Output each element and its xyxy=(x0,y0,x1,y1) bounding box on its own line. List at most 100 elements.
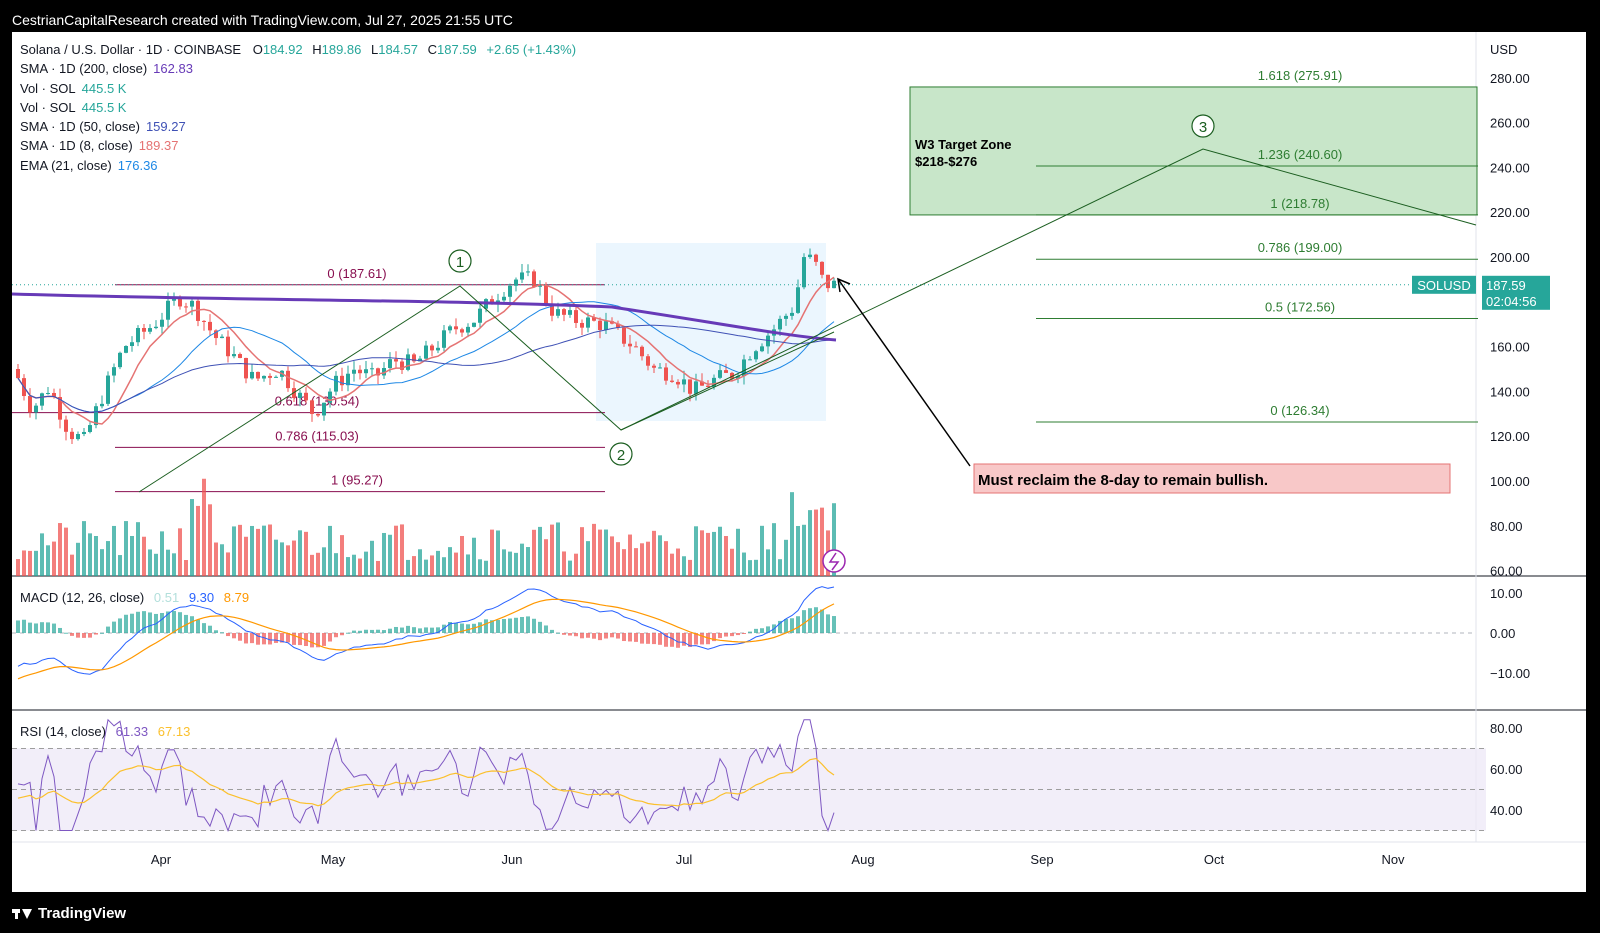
volume-profile-box xyxy=(596,243,826,421)
macd-bar xyxy=(826,614,830,633)
chart-area[interactable]: USD 280.00 260.00 240.00 220.00 200.00 160.00 1… xyxy=(12,32,1586,892)
wave3-marker-label: 3 xyxy=(1199,119,1207,136)
candle-body xyxy=(592,317,596,321)
rsi-tick-label: 60.00 xyxy=(1490,762,1523,777)
time-axis-label: Sep xyxy=(1030,852,1053,867)
volume-bar xyxy=(796,525,800,576)
candle-body xyxy=(322,402,326,416)
macd-bar xyxy=(448,622,452,633)
macd-bar xyxy=(148,612,152,633)
alert-arrow-head xyxy=(837,277,851,293)
candle-body xyxy=(580,322,584,328)
macd-bar xyxy=(64,632,68,634)
macd-bar xyxy=(736,633,740,636)
close-label: C187.59 xyxy=(427,42,477,57)
price-tick-label: 260.00 xyxy=(1490,116,1530,131)
macd-bar xyxy=(604,633,608,639)
macd-bar xyxy=(670,633,674,647)
macd-bar xyxy=(526,616,530,633)
tradingview-logo[interactable]: TradingView xyxy=(12,905,126,922)
candle-body xyxy=(346,373,350,386)
candle-body xyxy=(556,309,560,316)
candle-body xyxy=(286,370,290,389)
volume-bar xyxy=(400,524,404,576)
volume-bar xyxy=(58,523,62,576)
macd-tick-label: 10.00 xyxy=(1490,586,1523,601)
volume-bar xyxy=(502,549,506,576)
volume-bar xyxy=(406,559,410,576)
indicator-row[interactable]: Vol · SOL 445.5 K xyxy=(20,98,576,117)
candle-body xyxy=(364,369,368,374)
macd-bar xyxy=(466,624,470,633)
volume-bar xyxy=(172,553,176,576)
candle-body xyxy=(46,392,50,394)
volume-bar xyxy=(556,522,560,576)
wave1-marker: 1 xyxy=(448,249,472,273)
volume-bar xyxy=(706,532,710,576)
macd-bar xyxy=(166,611,170,633)
macd-bar xyxy=(202,623,206,633)
last-price-text: 187.59 xyxy=(1486,278,1526,293)
volume-bar xyxy=(532,529,536,576)
candle-body xyxy=(688,379,692,394)
volume-bar xyxy=(730,548,734,576)
indicator-row[interactable]: SMA · 1D (50, close) 159.27 xyxy=(20,117,576,136)
macd-bar xyxy=(778,620,782,633)
volume-bar xyxy=(604,529,608,576)
candle-body xyxy=(340,375,344,386)
indicator-row[interactable]: SMA · 1D (200, close) 162.83 xyxy=(20,59,576,78)
macd-bar xyxy=(640,633,644,644)
candle-body xyxy=(298,392,302,398)
indicator-row[interactable]: SMA · 1D (8, close) 189.37 xyxy=(20,136,576,155)
wave2-marker: 2 xyxy=(609,442,633,466)
candle-body xyxy=(466,326,470,333)
time-axis-label: Nov xyxy=(1381,852,1405,867)
macd-title[interactable]: MACD (12, 26, close) xyxy=(20,590,145,605)
macd-bar xyxy=(106,626,110,633)
volume-bar xyxy=(574,553,578,576)
candle-body xyxy=(178,298,182,307)
chart-svg[interactable]: USD280.00260.00240.00220.00200.00160.001… xyxy=(12,32,1586,892)
indicator-row[interactable]: EMA (21, close) 176.36 xyxy=(20,156,576,175)
macd-bar xyxy=(196,619,200,633)
macd-bar xyxy=(94,633,98,635)
candle-body xyxy=(304,392,308,401)
volume-bar xyxy=(88,533,92,576)
volume-bar xyxy=(670,553,674,576)
volume-bar xyxy=(754,559,758,576)
candle-body xyxy=(694,381,698,394)
candle-body xyxy=(598,320,602,331)
candle-body xyxy=(526,271,530,273)
macd-bar xyxy=(286,633,290,643)
volume-bar xyxy=(52,541,56,576)
macd-bar xyxy=(490,620,494,633)
volume-bar xyxy=(814,509,818,576)
volume-bar xyxy=(328,525,332,576)
macd-bar xyxy=(814,607,818,633)
volume-bar xyxy=(274,539,278,576)
volume-bar xyxy=(460,535,464,576)
symbol-title[interactable]: Solana / U.S. Dollar · 1D · COINBASE xyxy=(20,42,242,57)
volume-bar xyxy=(652,530,656,576)
change-value: +2.65 (+1.43%) xyxy=(486,42,577,57)
volume-bar xyxy=(430,555,434,576)
macd-bar xyxy=(544,625,548,633)
volume-bar xyxy=(718,526,722,576)
candle-body xyxy=(376,368,380,376)
indicator-row[interactable]: Vol · SOL 445.5 K xyxy=(20,79,576,98)
macd-bar xyxy=(676,633,680,648)
volume-bar xyxy=(832,503,836,576)
indicator-value: 176.36 xyxy=(117,157,158,173)
wave3-path xyxy=(620,148,1477,431)
time-axis-label: Oct xyxy=(1204,852,1225,867)
candle-body xyxy=(784,315,788,319)
ema21-line xyxy=(17,301,835,413)
volume-bar xyxy=(256,528,260,576)
macd-bar xyxy=(406,625,410,633)
candle-body xyxy=(424,345,428,359)
volume-bar xyxy=(214,542,218,576)
rsi-title[interactable]: RSI (14, close) xyxy=(20,724,106,739)
volume-bar xyxy=(520,543,524,576)
macd-bar xyxy=(118,618,122,633)
macd-bar xyxy=(70,633,74,636)
